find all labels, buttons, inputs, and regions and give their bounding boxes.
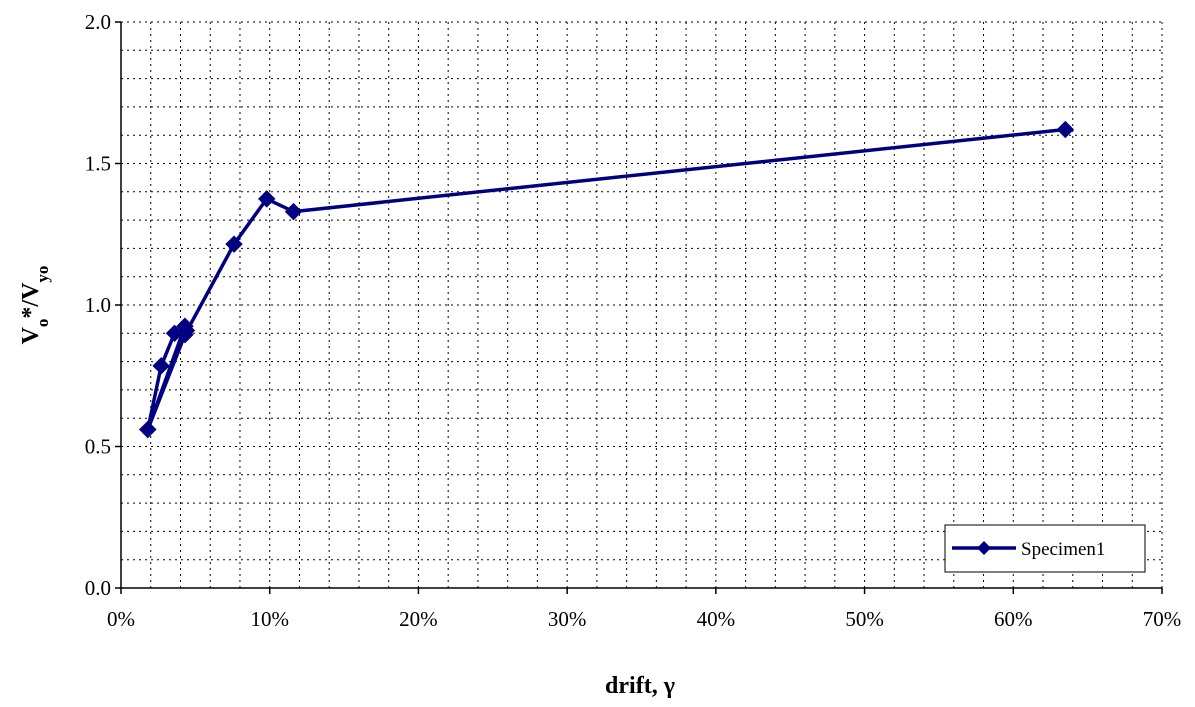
data-point [176, 326, 194, 344]
x-tick-label: 40% [697, 607, 736, 631]
x-tick-label: 20% [399, 607, 438, 631]
x-axis-ticks: 0% 10% 20% 30% 40% 50% 60% 70% [107, 588, 1181, 631]
data-point [1056, 120, 1075, 139]
legend-marker-diamond [977, 541, 991, 555]
x-tick-label: 10% [250, 607, 289, 631]
gridlines [121, 21, 1163, 588]
data-point [139, 420, 157, 439]
y-axis-ticks: 0.0 0.5 1.0 1.5 2.0 [85, 10, 121, 600]
data-point [152, 357, 170, 375]
y-axis-title: Vo*/Vyo [18, 266, 52, 345]
series-line-specimen1 [146, 127, 1066, 432]
legend: Specimen1 [944, 524, 1146, 573]
x-tick-label: 70% [1143, 607, 1182, 631]
x-tick-label: 60% [994, 607, 1033, 631]
x-tick-label: 50% [845, 607, 884, 631]
data-point [258, 190, 276, 208]
y-tick-label: 1.0 [85, 293, 111, 317]
series-group [139, 120, 1075, 439]
y-tick-label: 2.0 [85, 10, 111, 34]
x-axis-title: drift, γ [605, 673, 675, 699]
legend-label-specimen1: Specimen1 [1021, 539, 1105, 560]
data-point [284, 202, 303, 221]
x-tick-label: 30% [548, 607, 587, 631]
y-tick-label: 0.0 [85, 576, 111, 600]
x-tick-label: 0% [107, 607, 135, 631]
data-point [225, 235, 243, 253]
y-tick-label: 0.5 [85, 435, 111, 459]
y-tick-label: 1.5 [85, 152, 111, 176]
